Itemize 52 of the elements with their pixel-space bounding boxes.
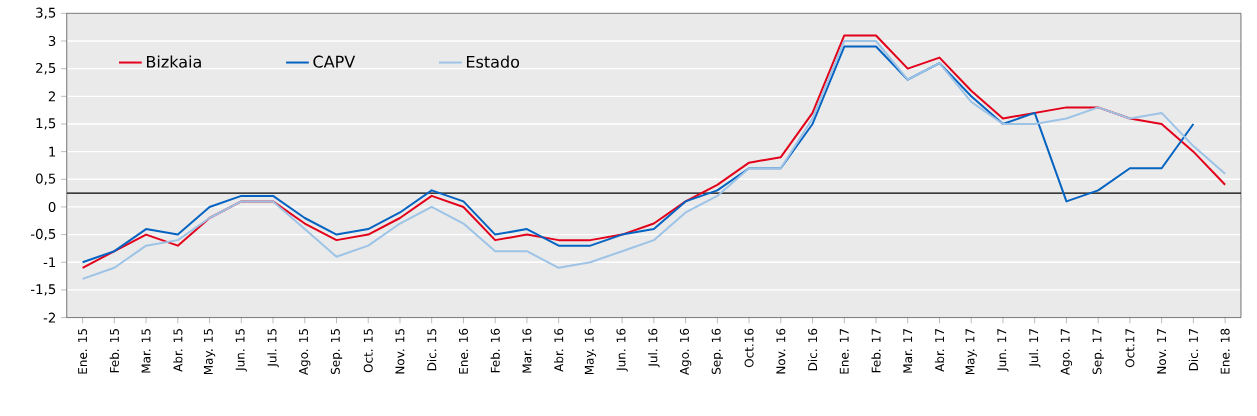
x-tick-label: Abr. 17 <box>934 328 945 372</box>
x-tick-label: Ago. 15 <box>299 328 311 375</box>
x-tick-label: Ene. 16 <box>458 328 468 374</box>
x-tick-label: Mar. 15 <box>141 328 151 373</box>
y-tick-label: 1,5 <box>36 118 56 130</box>
x-tick-label: May. 15 <box>203 328 216 374</box>
x-tick-label: Sep. 17 <box>1092 328 1104 374</box>
y-tick-label: -1,5 <box>30 284 56 296</box>
y-tick-label: 0,5 <box>35 173 56 185</box>
y-tick-label: 0 <box>48 201 56 212</box>
x-tick-label: Sep. 16 <box>711 328 724 374</box>
x-tick-label: Jun. 17 <box>997 328 1009 372</box>
x-tick-label: Abr. 16 <box>554 328 564 372</box>
y-tick-label: 2,5 <box>36 62 56 75</box>
x-tick-label: Oct. 15 <box>363 328 373 373</box>
x-tick-label: Jun. 15 <box>235 328 247 372</box>
x-tick-label: Abr. 15 <box>173 328 183 372</box>
x-tick-label: Jul. 15 <box>267 328 279 368</box>
legend-label: CAPV <box>313 55 356 68</box>
x-tick-label: Jun. 16 <box>616 328 628 372</box>
x-tick-label: Ene. 18 <box>1220 328 1230 374</box>
x-tick-label: Feb. 15 <box>109 328 119 373</box>
x-tick-label: Jul. 16 <box>648 328 660 368</box>
x-tick-label: Dic. 15 <box>427 328 437 371</box>
x-tick-label: May. 16 <box>584 328 597 374</box>
x-tick-label: Oct.16 <box>744 328 754 368</box>
x-tick-label: Mar. 17 <box>903 328 913 373</box>
x-tick-label: Nov. 16 <box>776 328 786 374</box>
x-tick-label: Feb. 16 <box>490 328 500 373</box>
x-tick-label: Nov. 15 <box>395 328 405 374</box>
x-tick-label: Mar. 16 <box>522 328 532 373</box>
x-tick-label: Oct.17 <box>1125 328 1135 368</box>
x-tick-label: Ago. 17 <box>1060 328 1073 375</box>
legend-label: Bizkaia <box>146 55 201 68</box>
x-tick-label: Feb. 17 <box>871 328 881 373</box>
x-tick-label: Sep. 15 <box>330 328 343 374</box>
y-tick-label: 1 <box>49 146 56 157</box>
x-tick-label: Nov. 17 <box>1157 328 1167 374</box>
y-tick-label: 3 <box>48 35 56 46</box>
y-tick-label: -0,5 <box>30 228 56 241</box>
x-tick-label: Jul. 17 <box>1028 328 1041 368</box>
legend-label: Estado <box>466 55 520 68</box>
y-tick-label: 3,5 <box>36 7 56 19</box>
x-tick-label: Ene. 17 <box>839 328 849 374</box>
y-tick-label: -2 <box>43 312 55 323</box>
x-tick-label: Dic. 17 <box>1188 328 1199 371</box>
y-tick-label: 2 <box>48 91 55 102</box>
x-tick-label: Dic. 16 <box>807 328 818 371</box>
x-tick-label: May. 17 <box>965 328 977 374</box>
x-tick-label: Ago. 16 <box>679 328 692 375</box>
x-tick-label: Ene. 15 <box>78 328 88 374</box>
y-tick-label: -1 <box>43 257 56 267</box>
